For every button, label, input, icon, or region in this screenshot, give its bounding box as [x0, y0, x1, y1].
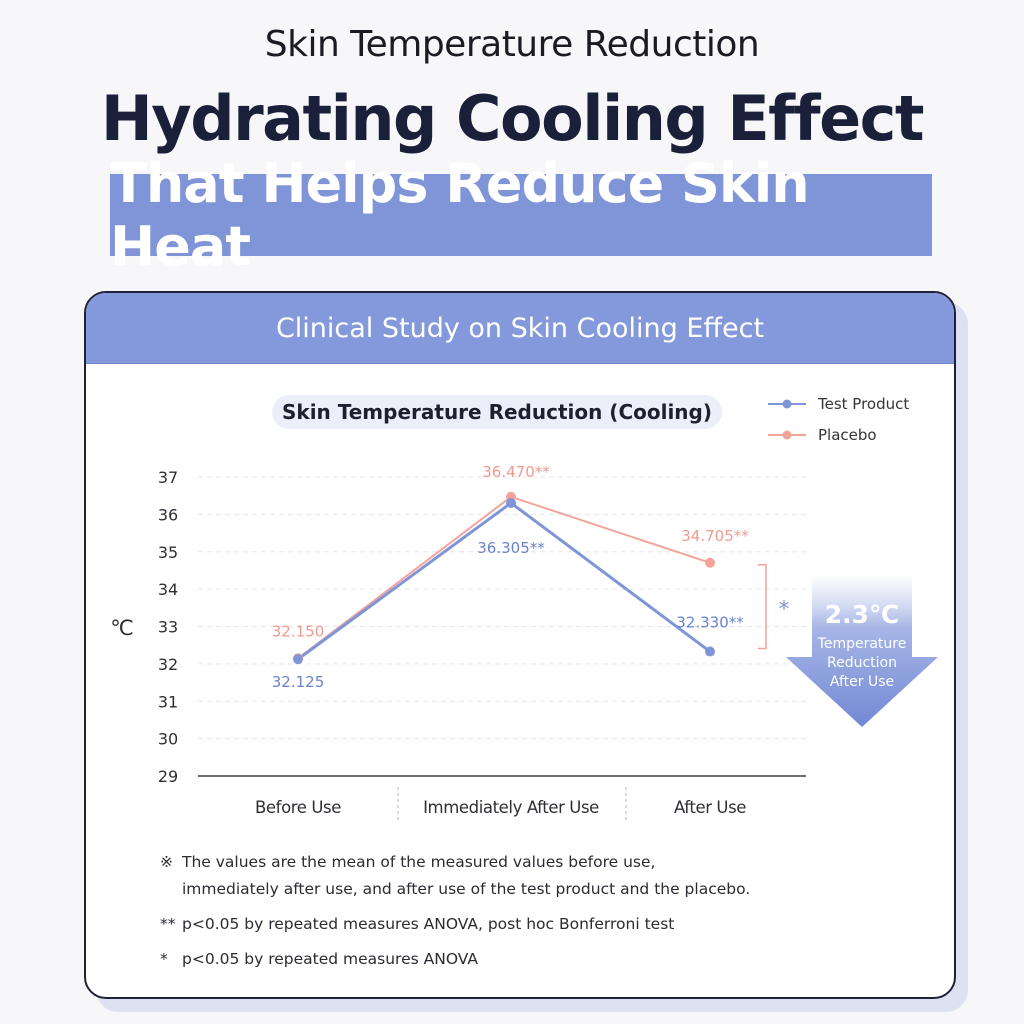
y-tick-label: 30 [158, 730, 178, 749]
callout-value: 2.3℃ [825, 600, 900, 629]
footnote-3: * p<0.05 by repeated measures ANOVA [160, 946, 920, 973]
test-product-data-label: 36.305** [477, 539, 545, 557]
y-tick-label: 35 [158, 543, 178, 562]
x-tick-label: Immediately After Use [423, 798, 599, 817]
highlight-banner: That Helps Reduce Skin Heat [110, 152, 932, 278]
x-tick-label: Before Use [255, 798, 341, 817]
footnote-mark: ※ [160, 853, 173, 871]
card-title: Clinical Study on Skin Cooling Effect [86, 293, 954, 364]
legend-marker [782, 399, 792, 409]
y-tick-label: 29 [158, 767, 178, 786]
y-tick-label: 37 [158, 468, 178, 487]
legend-label: Test Product [817, 395, 909, 413]
study-card: Clinical Study on Skin Cooling Effect Sk… [84, 291, 956, 999]
test-product-point [506, 497, 516, 508]
y-tick-label: 31 [158, 692, 178, 711]
footnote-1: ※ The values are the mean of the measure… [160, 849, 920, 876]
chart-title: Skin Temperature Reduction (Cooling) [282, 400, 712, 424]
footnote-1-cont: immediately after use, and after use of … [160, 876, 920, 903]
footnote-text: p<0.05 by repeated measures ANOVA, post … [182, 915, 675, 933]
chart-title-pill [272, 395, 722, 429]
placebo-data-label: 36.470** [482, 463, 550, 481]
callout-line: After Use [830, 674, 894, 690]
y-tick-label: 34 [158, 580, 178, 599]
footnote-mark: * [160, 950, 168, 968]
legend-label: Placebo [818, 426, 877, 444]
kicker-title: Skin Temperature Reduction [264, 24, 760, 65]
y-axis-label: ℃ [110, 616, 134, 640]
legend-marker [782, 430, 792, 440]
reduction-arrow [786, 573, 938, 727]
placebo-data-label: 32.150 [272, 622, 325, 640]
callout-line: Reduction [827, 655, 897, 671]
footnotes: ※ The values are the mean of the measure… [160, 849, 920, 973]
significance-bracket [758, 564, 767, 650]
test-product-data-label: 32.125 [272, 673, 325, 691]
headline: Hydrating Cooling Effect [100, 82, 925, 155]
footnote-2: ** p<0.05 by repeated measures ANOVA, po… [160, 911, 920, 938]
placebo-point [705, 557, 715, 568]
footnote-mark [160, 876, 182, 903]
y-tick-label: 36 [158, 505, 178, 524]
footnote-text: immediately after use, and after use of … [182, 880, 751, 898]
footnote-text: p<0.05 by repeated measures ANOVA [182, 950, 478, 968]
significance-mark: * [779, 598, 790, 623]
x-tick-label: After Use [674, 798, 746, 817]
y-tick-label: 33 [158, 618, 178, 637]
y-tick-label: 32 [158, 655, 178, 674]
footnote-text: The values are the mean of the measured … [182, 853, 656, 871]
series-line-placebo [297, 495, 711, 660]
footnote-mark: ** [160, 915, 176, 933]
callout-line: Temperature [817, 636, 907, 652]
test-product-point [293, 654, 303, 665]
line-chart: Skin Temperature Reduction (Cooling) Test… [110, 395, 938, 821]
series-line-test-product [297, 501, 711, 661]
test-product-point [705, 646, 715, 657]
placebo-data-label: 34.705** [681, 527, 749, 545]
test-product-data-label: 32.330** [676, 614, 744, 632]
